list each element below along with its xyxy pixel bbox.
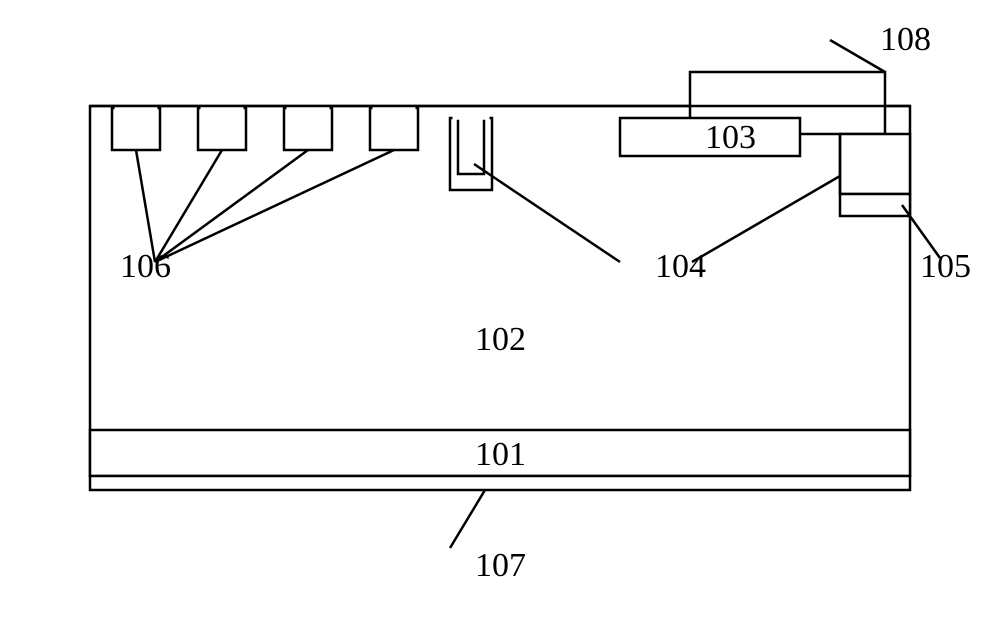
comb-106-3 [370, 108, 418, 150]
label-102: 102 [475, 321, 526, 358]
bar-105 [840, 194, 910, 216]
label-104: 104 [655, 248, 706, 285]
label-106: 106 [120, 248, 171, 285]
comb-106-2 [284, 108, 332, 150]
comb-106-1 [198, 108, 246, 150]
label-103: 103 [705, 119, 756, 156]
diagram-canvas: 101 102 103 104 105 106 107 108 [0, 0, 1000, 618]
box-104-inner [458, 118, 484, 174]
device-body [90, 106, 910, 476]
label-101: 101 [475, 436, 526, 473]
comb-106-0 [112, 108, 160, 150]
layer-107 [90, 476, 910, 490]
label-105: 105 [920, 248, 971, 285]
right-shoulder [840, 134, 910, 194]
label-107: 107 [475, 547, 526, 584]
label-108: 108 [880, 21, 931, 58]
